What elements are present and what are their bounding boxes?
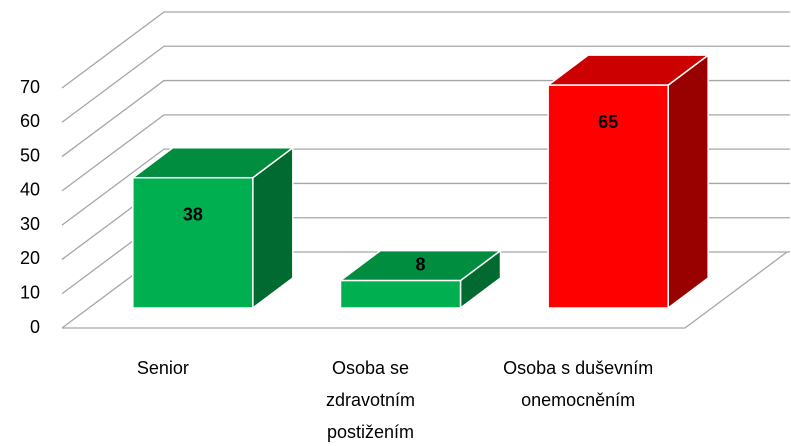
x-tick-label: Osoba s duševním onemocněním: [503, 358, 654, 410]
bar: [132, 176, 254, 309]
grid-line: [61, 11, 790, 89]
floor-edge: [62, 251, 788, 329]
y-tick-label: 10: [20, 282, 40, 302]
y-tick-label: 0: [30, 317, 40, 337]
data-label: 8: [415, 254, 425, 274]
y-tick-label: 30: [20, 214, 40, 234]
y-tick-label: 20: [20, 248, 40, 268]
y-tick-label: 70: [20, 77, 40, 97]
y-tick-label: 40: [20, 180, 40, 200]
bar-side: [667, 53, 709, 310]
y-tick-label: 60: [20, 111, 40, 131]
data-label: 65: [598, 112, 618, 132]
y-tick-label: 50: [20, 145, 40, 165]
x-tick-label: Osoba se zdravotním postižením: [325, 358, 416, 442]
bar: [547, 84, 669, 309]
x-tick-label: Senior: [136, 358, 189, 378]
data-label: 38: [183, 204, 203, 224]
bar: [339, 279, 462, 309]
grid-line: [61, 45, 790, 123]
